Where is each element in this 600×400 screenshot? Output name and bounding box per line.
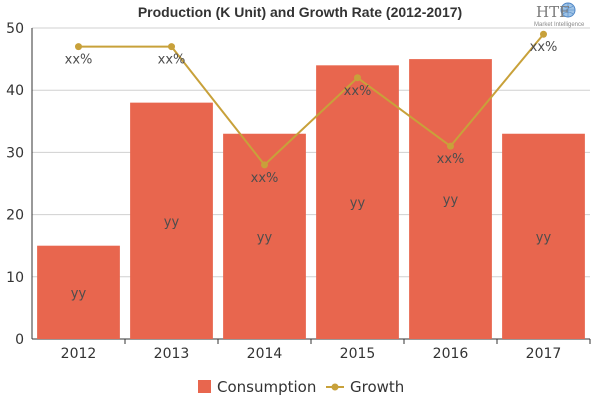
x-tick-label: 2013 [154, 346, 190, 362]
bar-data-label: yy [350, 196, 366, 211]
logo-subtitle: Market Intelligence [534, 22, 585, 28]
line-data-label: xx% [251, 171, 279, 186]
bar-data-label: yy [164, 215, 180, 230]
y-tick-label: 0 [15, 332, 24, 348]
x-tick-label: 2015 [340, 346, 376, 362]
line-data-label: xx% [530, 40, 558, 55]
x-axis-labels: 2012 2013 2014 2015 2016 2017 [61, 346, 562, 362]
bar [502, 133, 585, 339]
x-tick-label: 2014 [247, 346, 283, 362]
line-data-label: xx% [344, 84, 372, 99]
bar [37, 245, 120, 339]
legend-label-consumption: Consumption [217, 378, 316, 396]
line-data-label: xx% [158, 53, 186, 68]
legend-swatch-consumption [198, 380, 211, 393]
line-point [354, 74, 361, 82]
growth-polyline [78, 33, 545, 167]
bar [316, 65, 399, 339]
bar [409, 59, 492, 339]
bar [130, 102, 213, 339]
data-labels: yy yy yy yy yy yy xx% xx% xx% xx% xx% xx% [65, 40, 558, 301]
legend-item-growth[interactable]: Growth [326, 378, 404, 396]
y-tick-label: 10 [6, 270, 24, 286]
x-tick-label: 2012 [61, 346, 97, 362]
line-point [447, 142, 454, 150]
y-axis-labels: 0 10 20 30 40 50 [6, 21, 24, 348]
legend-item-consumption[interactable]: Consumption [198, 378, 316, 396]
line-point [261, 161, 268, 169]
bar-data-label: yy [71, 286, 87, 301]
line-point [75, 43, 82, 51]
chart-title: Production (K Unit) and Growth Rate (201… [138, 4, 462, 20]
line-data-label: xx% [65, 53, 93, 68]
logo-text: HTF [536, 3, 570, 21]
y-tick-label: 20 [6, 208, 24, 224]
y-tick-label: 50 [6, 21, 24, 37]
line-data-label: xx% [437, 152, 465, 167]
globe-icon [560, 2, 576, 18]
legend: Consumption Growth [198, 378, 404, 396]
bar-data-label: yy [257, 230, 273, 245]
x-tick-label: 2016 [433, 346, 469, 362]
y-tick-label: 40 [6, 83, 24, 99]
x-tick-label: 2017 [526, 346, 562, 362]
line-point [540, 30, 547, 38]
gridlines [31, 27, 591, 344]
logo: HTF Market Intelligence [534, 2, 585, 28]
y-tick-label: 30 [6, 145, 24, 161]
growth-line [75, 30, 547, 169]
bar-data-label: yy [536, 230, 552, 245]
line-point [168, 43, 175, 51]
bar-data-label: yy [443, 193, 459, 208]
legend-marker-growth [331, 383, 339, 391]
legend-label-growth: Growth [350, 378, 404, 396]
consumption-bars [37, 59, 585, 339]
